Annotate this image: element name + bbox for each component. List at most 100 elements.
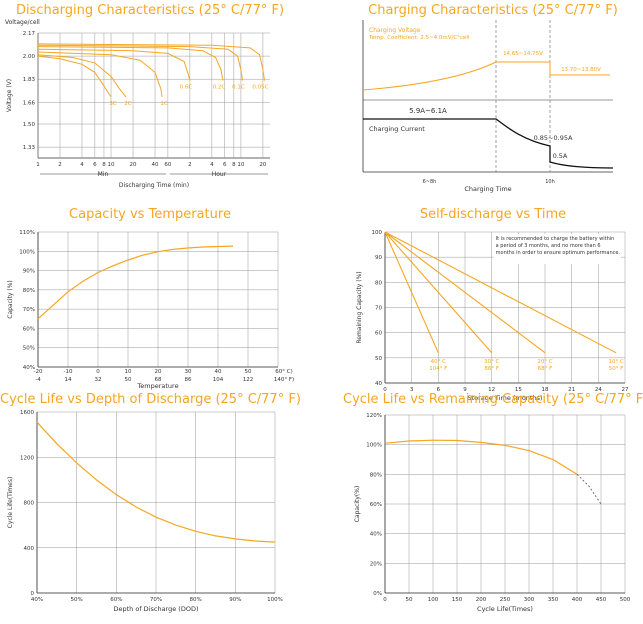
- x-tick-label: 27: [622, 387, 629, 393]
- x-tick-label: 15: [515, 387, 522, 393]
- x-tick-label-f: 50: [125, 377, 132, 383]
- x-tick-label-c: 10: [125, 369, 132, 375]
- voltage-coeff: Temp. Coefficient: 2.5~4.0mV/C°cell: [368, 35, 470, 41]
- cycle-curve: [36, 421, 276, 543]
- note-bg: [493, 234, 621, 265]
- y-tick-label: 80: [375, 280, 382, 286]
- x-tick-label: 100: [428, 597, 439, 603]
- capacity-temp-title: Capacity vs Temperature: [69, 207, 231, 222]
- y-tick-label: 0: [31, 591, 35, 597]
- series-label-c: 30° C: [484, 359, 499, 365]
- extrapolated-curve: [576, 474, 602, 505]
- x-tick-label-f: 86: [185, 377, 192, 383]
- cycle-capacity-chart: 120% 100% 80% 60% 40% 20% 0%0 50 100 150 200 250 300…: [354, 413, 631, 613]
- y-tick-label: 120%: [366, 413, 382, 419]
- note-text: a period of 3 months, and no more than 6: [496, 243, 601, 249]
- x-tick-label-f: 68: [155, 377, 162, 383]
- x-tick-label: 60: [164, 162, 171, 168]
- y-tick-label: 50%: [23, 346, 35, 352]
- x-tick-label: 0: [383, 597, 387, 603]
- phase1-time-label: 6~8h: [423, 179, 437, 185]
- series-line: [37, 55, 112, 98]
- y-tick-label: 60: [375, 331, 382, 337]
- x-tick-label: 24: [595, 387, 602, 393]
- series-line: [37, 51, 163, 97]
- x-tick-label-c: 30: [185, 369, 192, 375]
- y-tick-label: 80%: [370, 472, 382, 478]
- y-axis-label: Voltage (V): [6, 79, 13, 112]
- boost-voltage-label: 14.65~14.75V: [503, 51, 543, 57]
- y-tick-label: 800: [24, 501, 35, 507]
- x-tick-label: 40%: [31, 597, 43, 603]
- x-tick-label: 100%: [267, 597, 283, 603]
- phase2-time-label: 10h: [545, 179, 555, 185]
- y-tick-label: 400: [24, 546, 35, 552]
- x-tick-label: 150: [452, 597, 463, 603]
- y-tick-label: 90%: [23, 269, 35, 275]
- x-tick-label: 50: [406, 597, 413, 603]
- y-tick-label: 80%: [23, 288, 35, 294]
- x-tick-label: 40: [152, 162, 159, 168]
- y-axis-label: Capacity (%): [7, 280, 14, 319]
- discharge-title: Discharging Characteristics (25° C/77° F…: [15, 3, 285, 18]
- y-axis-label: Remaining Capacity (%): [356, 271, 363, 343]
- self-discharge-panel: Self-discharge vs Time 100 90 80 70 60 50 40 0 3…: [343, 205, 643, 402]
- series-line: [37, 44, 243, 81]
- absorb-current-label: 0.85~0.95A: [534, 134, 573, 142]
- x-tick-label: 9: [463, 387, 467, 393]
- y-axis-label: Capacity(%): [354, 486, 361, 523]
- x-axis-label: Charging Time: [464, 185, 511, 193]
- discharge-chart: 2.172.001.831.661.501.331 2 4 6 8 10 20 40 60 2 4 6…: [5, 19, 270, 189]
- float-voltage-label: 13.70~13.80V: [561, 67, 601, 73]
- x-tick-label-f: 32: [95, 377, 102, 383]
- y-tick-label: 1600: [20, 410, 34, 416]
- series-label: 0.6C: [180, 85, 193, 91]
- y-tick-label: 60%: [23, 326, 35, 332]
- x-tick-label: 80%: [190, 597, 202, 603]
- x-tick-label: 3: [410, 387, 414, 393]
- x-tick-label: 6: [223, 162, 227, 168]
- charging-panel: Charging Characteristics (25° C/77° F) C…: [343, 0, 643, 200]
- cycle-dod-title: Cycle Life vs Depth of Discharge (25° C/…: [0, 392, 301, 407]
- x-tick-label: 50%: [71, 597, 83, 603]
- y-tick-label: 60%: [370, 502, 382, 508]
- x-tick-label-c: 60° C): [275, 369, 292, 375]
- x-tick-label: 18: [542, 387, 549, 393]
- x-tick-label: 2: [58, 162, 62, 168]
- voltage-line: [362, 61, 550, 91]
- series-label: 2C: [124, 101, 131, 107]
- series-label-f: 86° F: [484, 366, 499, 372]
- x-tick-label: 400: [572, 597, 583, 603]
- series-label: 0.05C: [252, 85, 268, 91]
- x-tick-label: 8: [232, 162, 236, 168]
- current-legend: Charging Current: [369, 125, 425, 133]
- y-tick-label: 0%: [373, 591, 382, 597]
- series-label-f: 104° F: [429, 366, 447, 372]
- series-line: [37, 43, 265, 81]
- capacity-temp-chart: 110% 100% 90% 80% 70% 60% 50% 40%-20 -4 -10 14 0 32 1…: [7, 230, 294, 390]
- hour-label: Hour: [212, 171, 227, 178]
- x-tick-label: 300: [524, 597, 535, 603]
- y-tick-label: 1.66: [23, 100, 36, 106]
- cycle-dod-chart: 1600 1200 800 400 040% 50% 60% 70% 80% 90% 100% Cyc…: [7, 410, 283, 613]
- x-tick-label: 1: [36, 162, 40, 168]
- y-tick-label: 100: [372, 230, 383, 236]
- y-axis-title: Voltage/cell: [5, 19, 40, 26]
- y-tick-label: 20%: [370, 561, 382, 567]
- y-tick-label: 100%: [19, 249, 35, 255]
- x-tick-label-f: 140° F): [274, 377, 294, 383]
- self-discharge-chart: 100 90 80 70 60 50 400 3 6 9 12 15 18 21 24 27 Remaining…: [356, 230, 629, 402]
- note-text: months in order to ensure optimum perfor…: [496, 250, 621, 256]
- series-line: [384, 231, 493, 354]
- cycle-dod-panel: Cycle Life vs Depth of Discharge (25° C/…: [0, 390, 301, 624]
- series-label: 1C: [160, 101, 167, 107]
- y-tick-label: 110%: [19, 230, 35, 236]
- x-tick-label: 8: [102, 162, 106, 168]
- x-tick-label: 21: [568, 387, 575, 393]
- x-tick-label: 70%: [150, 597, 162, 603]
- x-tick-label: 20: [130, 162, 137, 168]
- x-axis-label: Depth of Discharge (DOD): [113, 605, 198, 613]
- x-tick-label-c: 40: [215, 369, 222, 375]
- x-axis-label: Discharging Time (min): [119, 182, 189, 189]
